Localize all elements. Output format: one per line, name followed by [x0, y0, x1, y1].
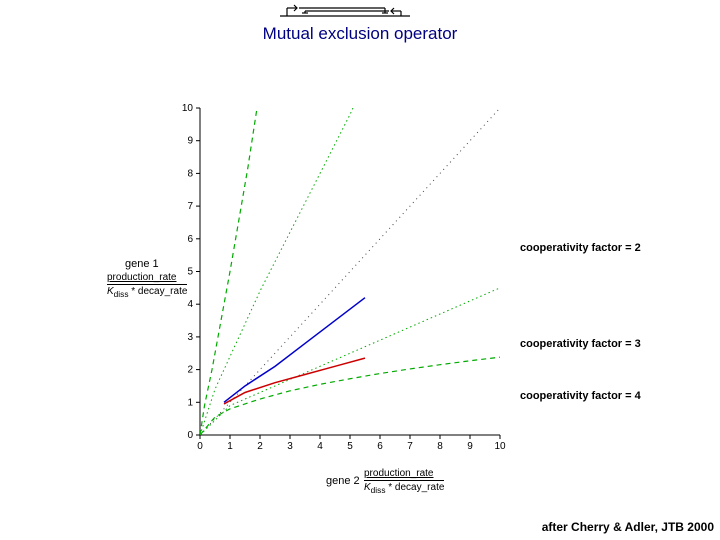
svg-text:8: 8 [437, 441, 443, 452]
svg-text:0: 0 [197, 441, 203, 452]
svg-text:10: 10 [494, 441, 506, 452]
svg-text:2: 2 [257, 441, 263, 452]
operator-diagram [275, 2, 415, 20]
svg-text:9: 9 [467, 441, 473, 452]
annotation-cf2: cooperativity factor = 2 [520, 242, 641, 254]
annotation-cf4: cooperativity factor = 4 [520, 390, 641, 402]
svg-text:7: 7 [407, 441, 413, 452]
gene2-label: gene 2 [326, 475, 360, 487]
svg-text:8: 8 [187, 168, 193, 179]
gene1-label: gene 1 [125, 258, 159, 270]
svg-text:5: 5 [187, 267, 193, 278]
svg-text:4: 4 [187, 299, 193, 310]
x-fraction-num: production_rate [364, 468, 444, 479]
svg-text:3: 3 [187, 332, 193, 343]
annotation-cf3: cooperativity factor = 3 [520, 338, 641, 350]
plot: 0 1 2 3 4 5 6 7 8 9 10 0 1 2 3 4 5 6 7 8 9 10 [170, 100, 510, 460]
svg-text:10: 10 [182, 103, 194, 114]
svg-text:6: 6 [187, 234, 193, 245]
svg-text:0: 0 [187, 430, 193, 441]
svg-text:9: 9 [187, 136, 193, 147]
page-title: Mutual exclusion operator [0, 24, 720, 44]
x-axis-fraction: production_rate Kdiss * decay_rate [364, 468, 444, 495]
svg-text:4: 4 [317, 441, 323, 452]
citation: after Cherry & Adler, JTB 2000 [542, 520, 714, 534]
svg-text:2: 2 [187, 365, 193, 376]
svg-text:7: 7 [187, 201, 193, 212]
svg-text:1: 1 [227, 441, 233, 452]
svg-text:1: 1 [187, 397, 193, 408]
svg-text:3: 3 [287, 441, 293, 452]
svg-text:6: 6 [377, 441, 383, 452]
svg-text:5: 5 [347, 441, 353, 452]
x-fraction-den: Kdiss * decay_rate [364, 482, 444, 495]
